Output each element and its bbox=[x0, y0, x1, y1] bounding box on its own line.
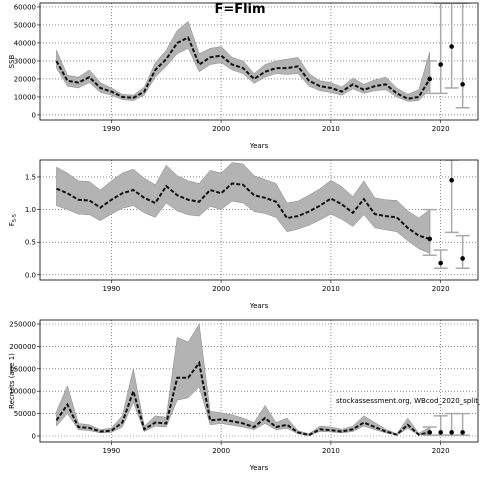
annotation: stockassessment.org, WBcod_2020_split_an… bbox=[336, 397, 480, 405]
plot-frame bbox=[39, 319, 479, 443]
x-tick-label: 2000 bbox=[212, 285, 230, 293]
x-tick-label: 2010 bbox=[322, 285, 340, 293]
y-tick-label: 200000 bbox=[9, 343, 36, 351]
y-tick-label: 50000 bbox=[14, 21, 36, 29]
confidence-band bbox=[56, 20, 430, 102]
y-axis-label-main: F bbox=[8, 222, 16, 226]
x-tick-label: 1990 bbox=[102, 285, 120, 293]
y-axis-label: SSB bbox=[8, 54, 16, 68]
plot-frame bbox=[39, 2, 479, 121]
x-tick-label: 2000 bbox=[212, 125, 230, 133]
y-tick-label: 1.5 bbox=[25, 173, 36, 181]
projection-point bbox=[460, 82, 465, 87]
projection-point bbox=[460, 430, 465, 435]
confidence-band bbox=[56, 162, 430, 254]
y-tick-label: 100000 bbox=[9, 388, 36, 396]
y-tick-label: 0.5 bbox=[25, 239, 36, 247]
y-axis-label: Recruits (age 1) bbox=[8, 353, 16, 409]
x-tick-label: 2020 bbox=[432, 125, 450, 133]
x-tick-label: 2000 bbox=[212, 447, 230, 455]
y-axis-label-main: Recruits (age 1) bbox=[8, 353, 16, 409]
y-tick-label: 150000 bbox=[9, 365, 36, 373]
projection-point bbox=[438, 260, 443, 266]
y-tick-label: 250000 bbox=[9, 320, 36, 328]
y-axis-label-main: SSB bbox=[8, 54, 16, 68]
y-axis-label-sub: 5-5 bbox=[12, 214, 18, 222]
panel: 1990 2000 2010 2020 0 10000 20000 30000 40000 500… bbox=[8, 2, 479, 150]
plot-area bbox=[40, 320, 478, 442]
y-tick-label: 10000 bbox=[14, 93, 36, 101]
plot-frame bbox=[39, 159, 479, 281]
plot-area bbox=[40, 160, 478, 280]
y-axis-label: F5-5 bbox=[8, 214, 18, 226]
estimate-line bbox=[55, 36, 431, 100]
x-tick-label: 1990 bbox=[102, 125, 120, 133]
projection-point bbox=[427, 236, 432, 242]
y-tick-label: 60000 bbox=[14, 3, 36, 11]
projection-point bbox=[427, 430, 432, 435]
x-tick-label: 2010 bbox=[322, 447, 340, 455]
y-tick-label: 50000 bbox=[14, 410, 36, 418]
y-tick-label: 0.0 bbox=[25, 271, 36, 279]
projection-point bbox=[438, 430, 443, 435]
x-axis-label: Years bbox=[249, 142, 269, 150]
estimate-line bbox=[56, 182, 430, 240]
y-tick-label: 0 bbox=[32, 111, 36, 119]
y-tick-label: 1.0 bbox=[25, 206, 36, 214]
x-tick-label: 2020 bbox=[432, 285, 450, 293]
projection-point bbox=[460, 256, 465, 261]
y-tick-label: 0 bbox=[32, 432, 36, 440]
projection-point bbox=[427, 76, 432, 82]
plot-area bbox=[40, 3, 478, 120]
projection-point bbox=[449, 430, 454, 435]
x-tick-label: 2020 bbox=[432, 447, 450, 455]
confidence-band bbox=[56, 323, 430, 436]
chart-title: F=Flim bbox=[214, 2, 265, 17]
projection-point bbox=[449, 44, 454, 49]
x-tick-label: 2010 bbox=[322, 125, 340, 133]
x-axis-label: Years bbox=[249, 464, 269, 472]
panel: 1990 2000 2010 2020 0 50000 100000 150000 200000… bbox=[8, 319, 480, 472]
y-tick-label: 40000 bbox=[14, 39, 36, 47]
panel: 1990 2000 2010 2020 0.0 0.5 1.0 1.5 Years F5-5 bbox=[8, 159, 479, 310]
x-tick-label: 1990 bbox=[102, 447, 120, 455]
x-axis-label: Years bbox=[249, 302, 269, 310]
projection-point bbox=[449, 177, 454, 183]
projection-point bbox=[438, 62, 443, 67]
y-tick-label: 30000 bbox=[14, 57, 36, 65]
estimate-line bbox=[55, 360, 430, 437]
y-tick-label: 20000 bbox=[14, 75, 36, 83]
